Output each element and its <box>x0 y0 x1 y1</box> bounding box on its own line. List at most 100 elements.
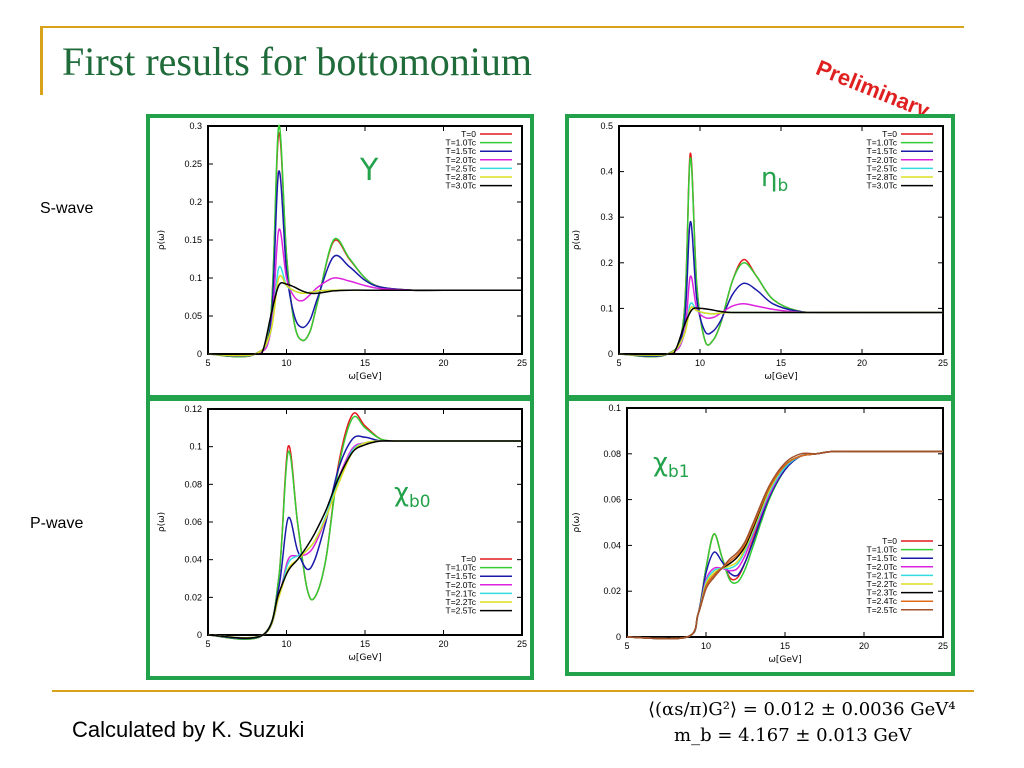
y-tick-label: 0.1 <box>189 273 202 283</box>
legend-label: T=0 <box>882 536 897 546</box>
chart-title-subscript: b <box>777 175 788 195</box>
legend-label: T=1.0Tc <box>446 138 477 148</box>
chart-etab: 5 10 15 20 25 0 0.1 0.2 0.3 0.4 0.5 ω[GeV] ρ(ω) T=0 T=… <box>565 114 955 399</box>
legend-label: T=2.0Tc <box>867 155 898 165</box>
chart-title-main: η <box>761 163 777 193</box>
legend-label: T=1.5Tc <box>867 553 898 563</box>
series-line <box>207 439 522 639</box>
series-line <box>207 274 522 357</box>
x-tick-label: 5 <box>624 641 629 651</box>
x-tick-label: 5 <box>205 639 210 649</box>
series-line <box>618 157 944 358</box>
chart-chib1: 5 10 15 20 25 0 0.02 0.04 0.06 0.08 0.1 ω[GeV] ρ(ω) T… <box>565 397 955 676</box>
title-accent-bar <box>40 27 43 95</box>
x-tick-label: 15 <box>360 358 370 368</box>
x-axis-label: ω[GeV] <box>768 655 801 665</box>
chart-title: Υ <box>359 153 379 188</box>
y-tick-label: 0.05 <box>184 311 202 321</box>
x-tick-label: 5 <box>205 358 210 368</box>
y-tick-label: 0 <box>197 349 202 359</box>
y-tick-label: 0.06 <box>184 517 202 527</box>
x-tick-label: 20 <box>438 358 448 368</box>
legend-label: T=2.0Tc <box>446 155 477 165</box>
chart-title: χb1 <box>653 448 690 481</box>
y-tick-label: 0.3 <box>600 212 613 222</box>
y-tick-label: 0.5 <box>600 121 613 131</box>
chart-title-subscript: b0 <box>409 491 430 511</box>
y-tick-label: 0.1 <box>600 303 613 313</box>
p-wave-label: P-wave <box>30 515 84 532</box>
x-tick-label: 25 <box>517 639 527 649</box>
legend-label: T=0 <box>461 129 476 139</box>
y-tick-label: 0.08 <box>184 479 202 489</box>
formula-line-1: ⟨(αs/π)G²⟩ = 0.012 ± 0.0036 GeV⁴ <box>648 699 956 720</box>
legend-label: T=1.0Tc <box>867 138 898 148</box>
x-axis-label: ω[GeV] <box>764 372 797 382</box>
x-axis-label: ω[GeV] <box>348 372 381 382</box>
formula-line-2: m_b = 4.167 ± 0.013 GeV <box>674 725 912 746</box>
legend-label: T=1.5Tc <box>446 146 477 156</box>
credit-text: Calculated by K. Suzuki <box>72 717 305 742</box>
bottom-rule <box>52 690 974 692</box>
legend-label: T=2.0Tc <box>446 580 477 590</box>
x-tick-label: 25 <box>938 641 948 651</box>
x-tick-label: 25 <box>938 358 948 368</box>
title-rule <box>40 26 964 28</box>
series-line <box>618 306 943 357</box>
x-tick-label: 15 <box>360 639 370 649</box>
series-line <box>207 170 522 357</box>
legend-label: T=0 <box>882 129 897 139</box>
y-tick-label: 0.1 <box>189 442 202 452</box>
legend-label: T=2.2Tc <box>867 579 898 589</box>
y-tick-label: 0.04 <box>184 555 202 565</box>
y-tick-label: 0.2 <box>189 197 202 207</box>
series-line <box>618 221 944 357</box>
x-tick-label: 15 <box>780 641 790 651</box>
legend-label: T=2.0Tc <box>867 562 898 572</box>
series-line <box>207 281 522 356</box>
y-tick-label: 0.1 <box>608 403 621 413</box>
y-tick-label: 0.4 <box>600 167 613 177</box>
legend-label: T=2.8Tc <box>867 172 898 182</box>
chart-title-main: χ <box>653 448 668 478</box>
y-axis-label: ρ(ω) <box>572 512 582 532</box>
legend-label: T=2.8Tc <box>446 172 477 182</box>
legend-label: T=1.5Tc <box>446 571 477 581</box>
y-tick-label: 0 <box>608 349 613 359</box>
legend-label: T=2.5Tc <box>446 606 477 616</box>
legend-label: T=3.0Tc <box>867 181 898 191</box>
y-tick-label: 0.25 <box>184 159 202 169</box>
series-line <box>207 228 522 357</box>
chart-title-main: χ <box>394 478 409 508</box>
chart-title-subscript: b1 <box>668 461 689 481</box>
chart-title: χb0 <box>394 478 431 511</box>
legend-label: T=1.0Tc <box>446 563 477 573</box>
y-axis-label: ρ(ω) <box>157 230 167 250</box>
x-tick-label: 20 <box>857 358 867 368</box>
chart-title: ηb <box>761 163 788 195</box>
legend-label: T=3.0Tc <box>446 181 477 191</box>
legend-label: T=2.5Tc <box>867 163 898 173</box>
legend-label: T=1.5Tc <box>867 146 898 156</box>
legend-label: T=1.0Tc <box>867 545 898 555</box>
x-tick-label: 20 <box>859 641 869 651</box>
y-tick-label: 0.08 <box>603 449 621 459</box>
chart-upsilon: 5 10 15 20 25 0 0.05 0.1 0.15 0.2 0.25 0.3 ω[GeV] ρ(ω… <box>146 114 534 399</box>
legend-label: T=2.1Tc <box>867 570 898 580</box>
series-line <box>618 307 943 356</box>
y-tick-label: 0.12 <box>184 404 202 414</box>
y-tick-label: 0.15 <box>184 235 202 245</box>
y-tick-label: 0 <box>616 632 621 642</box>
legend-label: T=2.5Tc <box>867 605 898 615</box>
legend-label: T=2.1Tc <box>446 588 477 598</box>
chart-chib0-svg: 5 10 15 20 25 0 0.02 0.04 0.06 0.08 0.1 0.12 ω[GeV] ρ… <box>157 404 527 663</box>
y-tick-label: 0.06 <box>603 495 621 505</box>
chart-upsilon-svg: 5 10 15 20 25 0 0.05 0.1 0.15 0.2 0.25 0.3 ω[GeV] ρ(ω… <box>157 121 527 382</box>
x-tick-label: 15 <box>776 358 786 368</box>
x-axis-label: ω[GeV] <box>348 653 381 663</box>
y-axis-label: ρ(ω) <box>157 512 167 532</box>
x-tick-label: 20 <box>438 639 448 649</box>
formula-block: ⟨(αs/π)G²⟩ = 0.012 ± 0.0036 GeV⁴ m_b = 4… <box>648 697 956 749</box>
y-tick-label: 0.2 <box>600 258 613 268</box>
y-tick-label: 0.3 <box>189 121 202 131</box>
